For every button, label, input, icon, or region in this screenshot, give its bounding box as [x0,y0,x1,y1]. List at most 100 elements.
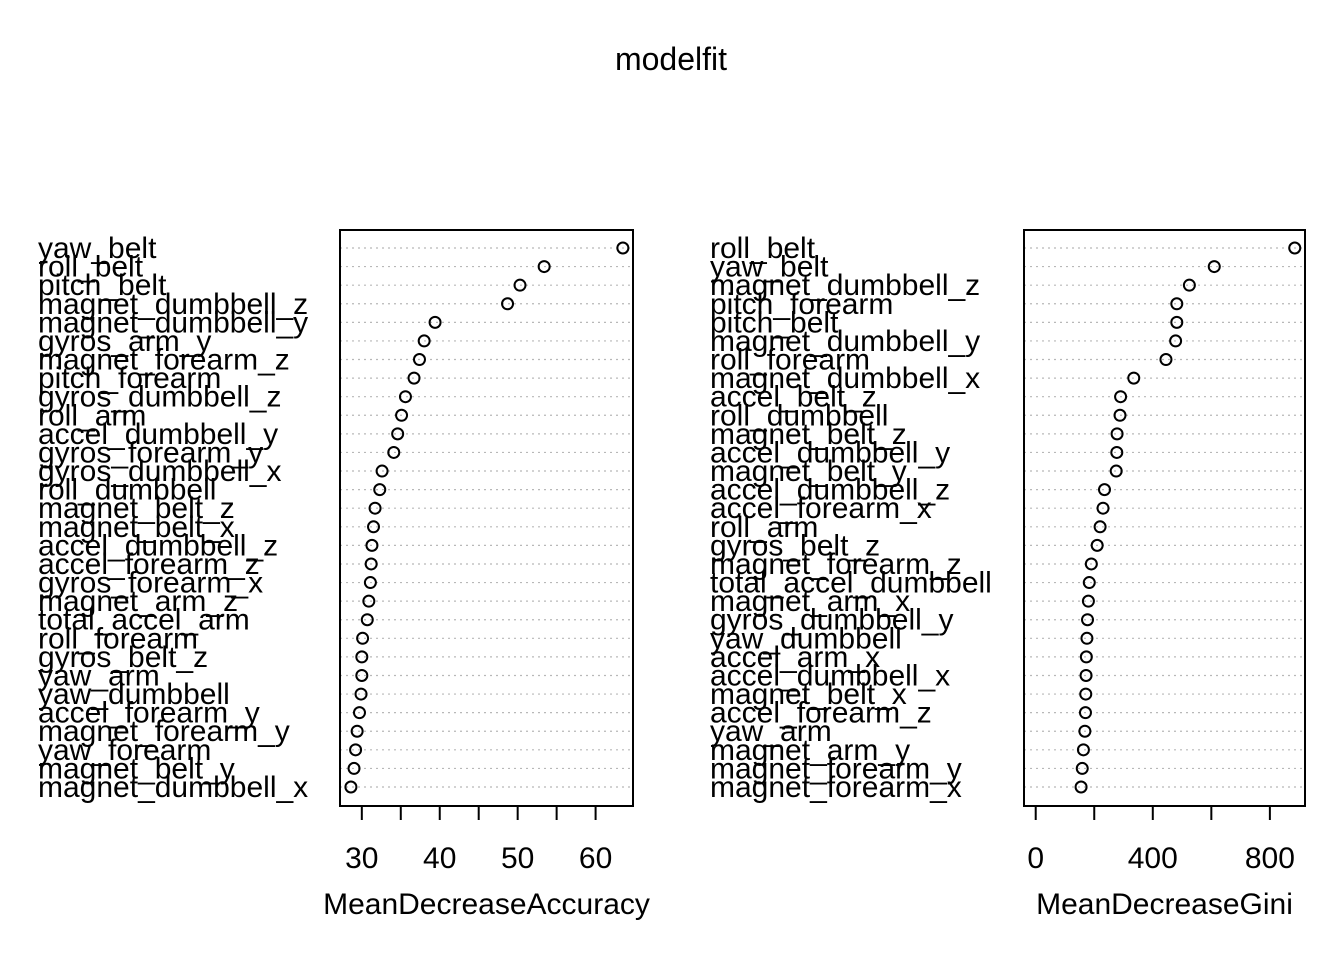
data-point [417,334,431,348]
data-point [1093,520,1107,534]
category-label: magnet_forearm_x [710,771,962,804]
category-label: magnet_belt_x [38,511,235,544]
category-label: magnet_arm_y [710,734,910,767]
x-tick-label: 50 [501,842,534,875]
category-label: roll_forearm [710,344,870,377]
data-point [1076,743,1090,757]
category-label: total_accel_dumbbell [710,567,992,600]
data-point [365,538,379,552]
data-point [1097,483,1111,497]
chart-title: modelfit [615,41,727,77]
category-label: yaw_arm [710,715,832,748]
data-point [364,557,378,571]
plot-frame [1023,229,1306,807]
data-point [352,706,366,720]
data-point [1182,278,1196,292]
category-label: magnet_dumbbell_y [38,306,308,339]
category-label: roll_forearm [38,622,198,655]
category-label: magnet_forearm_z [710,548,962,581]
data-point [428,315,442,329]
data-point [1170,315,1184,329]
data-point [344,780,358,794]
category-label: magnet_arm_x [710,585,910,618]
category-label: accel_dumbbell_y [38,418,278,451]
data-point [1207,260,1221,274]
category-label: gyros_arm_y [38,325,211,358]
data-point [1096,501,1110,515]
category-label: accel_dumbbell_x [710,659,950,692]
category-label: magnet_dumbbell_x [710,362,980,395]
category-label: magnet_forearm_y [710,752,962,785]
category-label: magnet_arm_z [38,585,238,618]
data-point [387,445,401,459]
category-label: gyros_dumbbell_y [710,604,953,637]
data-point [1114,390,1128,404]
data-point [1288,241,1302,255]
data-point [501,297,515,311]
data-point [350,724,364,738]
data-point [1110,427,1124,441]
category-label: yaw_arm [38,659,160,692]
category-label: roll_arm [38,399,146,432]
data-point [368,501,382,515]
category-label: yaw_belt [710,251,829,284]
category-label: accel_dumbbell_y [710,436,950,469]
category-label: yaw_dumbbell [38,678,230,711]
panel-mean-decrease-accuracy: yaw_beltroll_beltpitch_beltmagnet_dumbbe… [38,229,650,921]
category-label: magnet_dumbbell_z [38,288,308,321]
data-point [1082,576,1096,590]
data-point [398,390,412,404]
category-label: accel_forearm_z [38,548,260,581]
category-label: magnet_dumbbell_x [38,771,308,804]
category-label: accel_forearm_y [38,697,260,730]
data-point [1074,780,1088,794]
data-point [1079,650,1093,664]
data-point [367,520,381,534]
category-label: roll_belt [710,232,816,265]
data-point [1084,557,1098,571]
category-label: roll_belt [38,251,144,284]
data-point [407,371,421,385]
data-point [1081,594,1095,608]
category-label: gyros_belt_z [38,641,208,674]
data-point [1090,538,1104,552]
x-axis-label: MeanDecreaseAccuracy [323,888,650,921]
data-point [513,278,527,292]
category-label: pitch_belt [38,269,167,302]
category-label: magnet_dumbbell_z [710,269,980,302]
data-point [355,650,369,664]
category-label: accel_dumbbell_z [710,474,950,507]
data-point [375,464,389,478]
data-point [1113,408,1127,422]
category-label: yaw_belt [38,232,157,265]
category-label: pitch_belt [710,306,839,339]
category-label: total_accel_arm [38,604,250,637]
data-point [363,576,377,590]
category-label: magnet_dumbbell_y [710,325,980,358]
x-tick-label: 60 [579,842,612,875]
data-point [373,483,387,497]
category-label: gyros_belt_z [710,529,880,562]
data-point [537,260,551,274]
data-point [1075,761,1089,775]
x-tick-label: 40 [423,842,456,875]
data-point [1081,613,1095,627]
x-tick-label: 30 [345,842,378,875]
data-point [1110,445,1124,459]
category-label: gyros_forearm_y [38,436,263,469]
data-point [356,631,370,645]
data-point [362,594,376,608]
category-label: gyros_forearm_x [38,567,263,600]
category-label: roll_dumbbell [710,399,888,432]
data-point [395,408,409,422]
category-label: accel_arm_x [710,641,880,674]
category-label: accel_forearm_x [710,492,932,525]
data-point [1078,706,1092,720]
category-label: yaw_dumbbell [710,622,902,655]
category-label: pitch_forearm [710,288,893,321]
category-label: magnet_belt_z [710,418,907,451]
data-point [349,743,363,757]
plot-frame [339,229,634,807]
category-label: accel_belt_z [710,381,877,414]
